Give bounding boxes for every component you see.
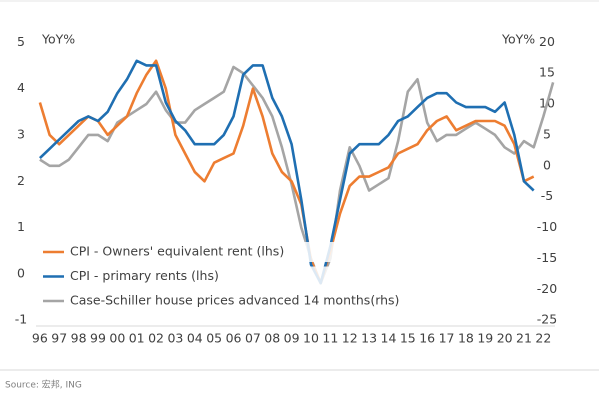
x-tick-label: 17 (439, 331, 455, 346)
y-tick-label: 5 (17, 34, 25, 49)
y-tick-label: 1 (17, 219, 25, 234)
x-tick-label: 08 (264, 331, 280, 346)
x-tick-label: 18 (458, 331, 474, 346)
series-line (38, 59, 535, 285)
x-tick-label: 00 (109, 331, 125, 346)
x-tick-label: 05 (206, 331, 222, 346)
y2-tick-label: -5 (541, 188, 553, 203)
y2-tick-label: 0 (543, 157, 551, 172)
legend-label: Case-Schiller house prices advanced 14 m… (70, 293, 399, 308)
y2-tick-label: -15 (537, 250, 557, 265)
y-tick-label: 2 (17, 173, 25, 188)
legend-label: CPI - primary rents (lhs) (70, 268, 219, 283)
x-tick-label: 01 (129, 331, 145, 346)
legend-label: CPI - Owners' equivalent rent (lhs) (70, 244, 284, 259)
x-tick-label: 99 (90, 331, 106, 346)
y-axis-label: YoY% (41, 32, 75, 47)
x-tick-label: 20 (497, 331, 513, 346)
series-line (39, 59, 535, 285)
y2-tick-label: 15 (539, 65, 555, 80)
y2-tick-label: -25 (537, 312, 557, 327)
x-tick-label: 10 (303, 331, 319, 346)
x-tick-label: 14 (381, 331, 397, 346)
x-tick-label: 98 (71, 331, 87, 346)
y-tick-label: 0 (17, 265, 25, 280)
x-tick-label: 21 (516, 331, 532, 346)
y2-axis-label: YoY% (501, 32, 535, 47)
x-tick-label: 96 (32, 331, 48, 346)
x-tick-label: 02 (148, 331, 164, 346)
y-tick-label: -1 (15, 312, 27, 327)
y2-tick-label: -10 (537, 219, 557, 234)
y2-tick-label: 20 (539, 34, 555, 49)
x-tick-label: 13 (361, 331, 377, 346)
x-tick-label: 03 (167, 331, 183, 346)
x-tick-label: 22 (535, 331, 551, 346)
x-tick-label: 11 (322, 331, 338, 346)
x-tick-label: 15 (400, 331, 416, 346)
legend-bg (40, 242, 400, 262)
x-tick-label: 07 (245, 331, 261, 346)
legend-bg (40, 266, 400, 287)
y2-tick-label: -20 (537, 281, 557, 296)
y-tick-label: 3 (17, 126, 25, 141)
x-tick-label: 97 (51, 331, 67, 346)
x-tick-label: 06 (226, 331, 242, 346)
x-tick-label: 16 (419, 331, 435, 346)
x-tick-label: 09 (284, 331, 300, 346)
x-tick-label: 04 (187, 331, 203, 346)
x-tick-label: 12 (342, 331, 358, 346)
legend-bg (40, 291, 400, 311)
y-tick-label: 4 (17, 80, 25, 95)
source: Source: 宏邦, ING (5, 379, 82, 391)
x-tick-label: 19 (477, 331, 493, 346)
y2-tick-label: 5 (543, 126, 551, 141)
